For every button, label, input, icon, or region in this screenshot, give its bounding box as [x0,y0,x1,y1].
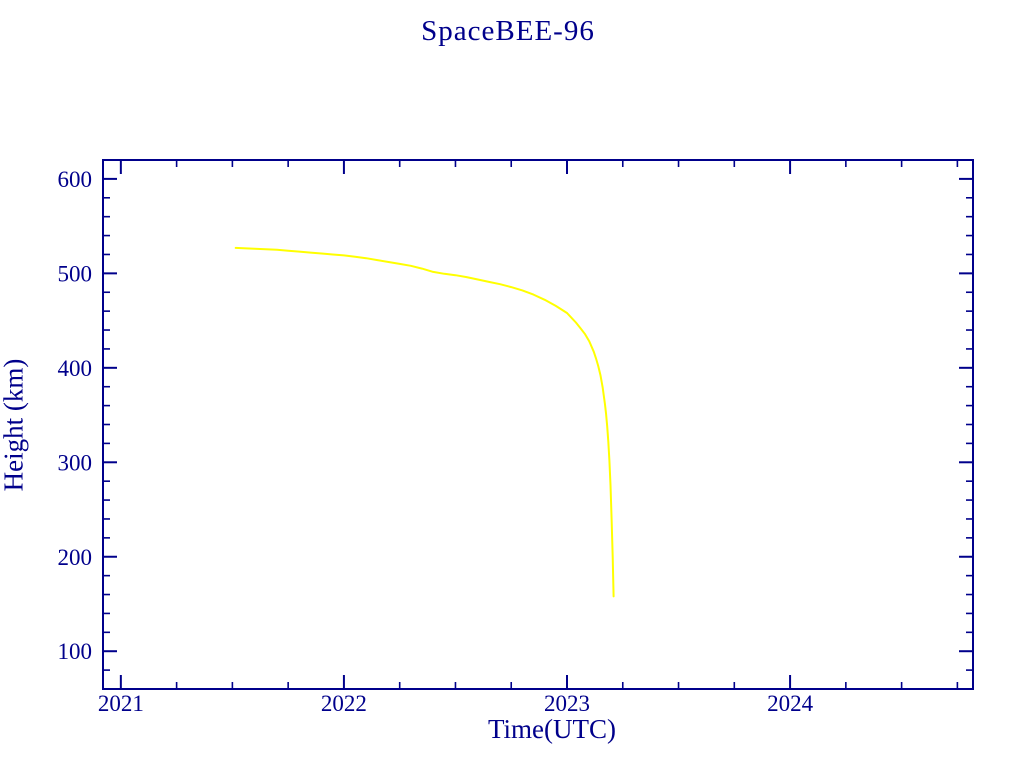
decay-curve [234,246,615,598]
y-tick-label: 500 [58,261,93,286]
plot-frame [102,159,974,690]
y-tick-label: 100 [58,639,93,664]
y-tick-label: 200 [58,545,93,570]
chart-title: SpaceBEE-96 [421,15,595,47]
y-axis-title: Height (km) [0,358,29,492]
x-tick-label: 2022 [321,691,367,716]
x-tick-label: 2024 [767,691,814,716]
x-axis-title: Time(UTC) [487,714,617,744]
y-tick-label: 600 [58,167,93,192]
x-tick-label: 2021 [98,691,144,716]
y-tick-label: 300 [58,450,93,475]
y-tick-label: 400 [58,356,93,381]
x-tick-label: 2023 [544,691,590,716]
